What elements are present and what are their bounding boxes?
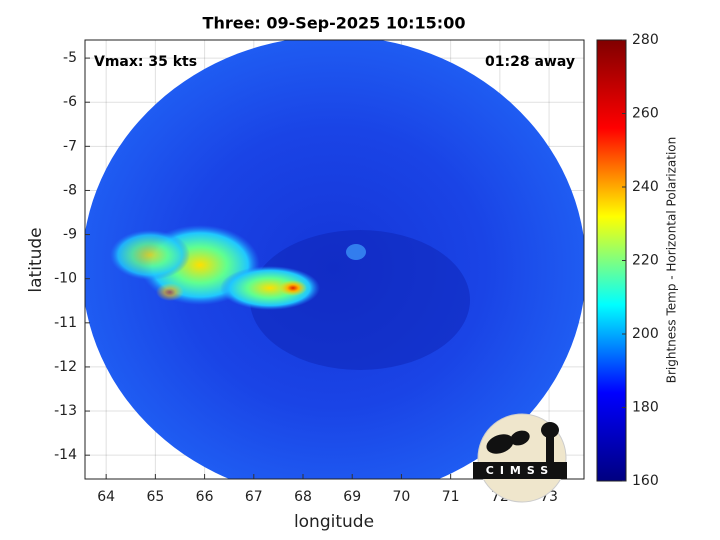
x-tick-label: 64 (97, 489, 115, 505)
annotation: 01:28 away (485, 54, 575, 70)
colorbar-tick-label: 260 (632, 106, 659, 122)
colorbar-tick-label: 280 (632, 32, 659, 48)
y-tick-label: -14 (54, 447, 77, 463)
y-tick-label: -12 (54, 359, 77, 375)
x-tick-label: 69 (343, 489, 361, 505)
logo-tower (541, 422, 559, 438)
x-tick-label: 66 (196, 489, 214, 505)
y-tick-label: -9 (63, 227, 77, 243)
colorbar-tick-label: 160 (632, 473, 659, 489)
colorbar-tick-label: 240 (632, 179, 659, 195)
logo: CIMSS (473, 413, 567, 503)
warm-cloud (110, 230, 190, 280)
warm-cloud (220, 266, 320, 310)
logo-band (473, 462, 567, 479)
cloud (346, 244, 366, 260)
plot-frame (84, 39, 585, 480)
annotation: Vmax: 35 kts (94, 54, 197, 70)
y-tick-label: -7 (63, 138, 77, 154)
logo-dish (486, 434, 514, 454)
logo-dish (510, 430, 530, 446)
y-tick-label: -8 (63, 182, 77, 198)
colorbar (596, 39, 627, 482)
colorbar-tick-label: 220 (632, 253, 659, 269)
y-tick-label: -5 (63, 50, 77, 66)
dark-band (250, 230, 470, 370)
y-tick-label: -11 (54, 315, 77, 331)
x-tick-label: 70 (393, 489, 411, 505)
y-tick-label: -10 (54, 271, 77, 287)
cold-core (279, 280, 307, 296)
x-tick-label: 68 (294, 489, 312, 505)
x-tick-label: 65 (146, 489, 164, 505)
y-tick-label: -6 (63, 94, 77, 110)
colorbar-tick-label: 200 (632, 326, 659, 342)
cold-core (156, 283, 184, 301)
x-tick-label: 67 (245, 489, 263, 505)
satellite-swath (85, 40, 584, 479)
x-axis-label: longitude (294, 512, 374, 532)
logo-tower (546, 436, 554, 462)
y-tick-label: -13 (54, 403, 77, 419)
colorbar-tick-label: 180 (632, 400, 659, 416)
y-axis-label: latitude (26, 227, 46, 292)
colorbar-label: Brightness Temp - Horizontal Polarizatio… (665, 137, 679, 384)
swath-disk (85, 40, 584, 479)
logo-text: CIMSS (486, 464, 554, 477)
chart-title: Three: 09-Sep-2025 10:15:00 (203, 14, 466, 33)
x-tick-label: 71 (442, 489, 460, 505)
